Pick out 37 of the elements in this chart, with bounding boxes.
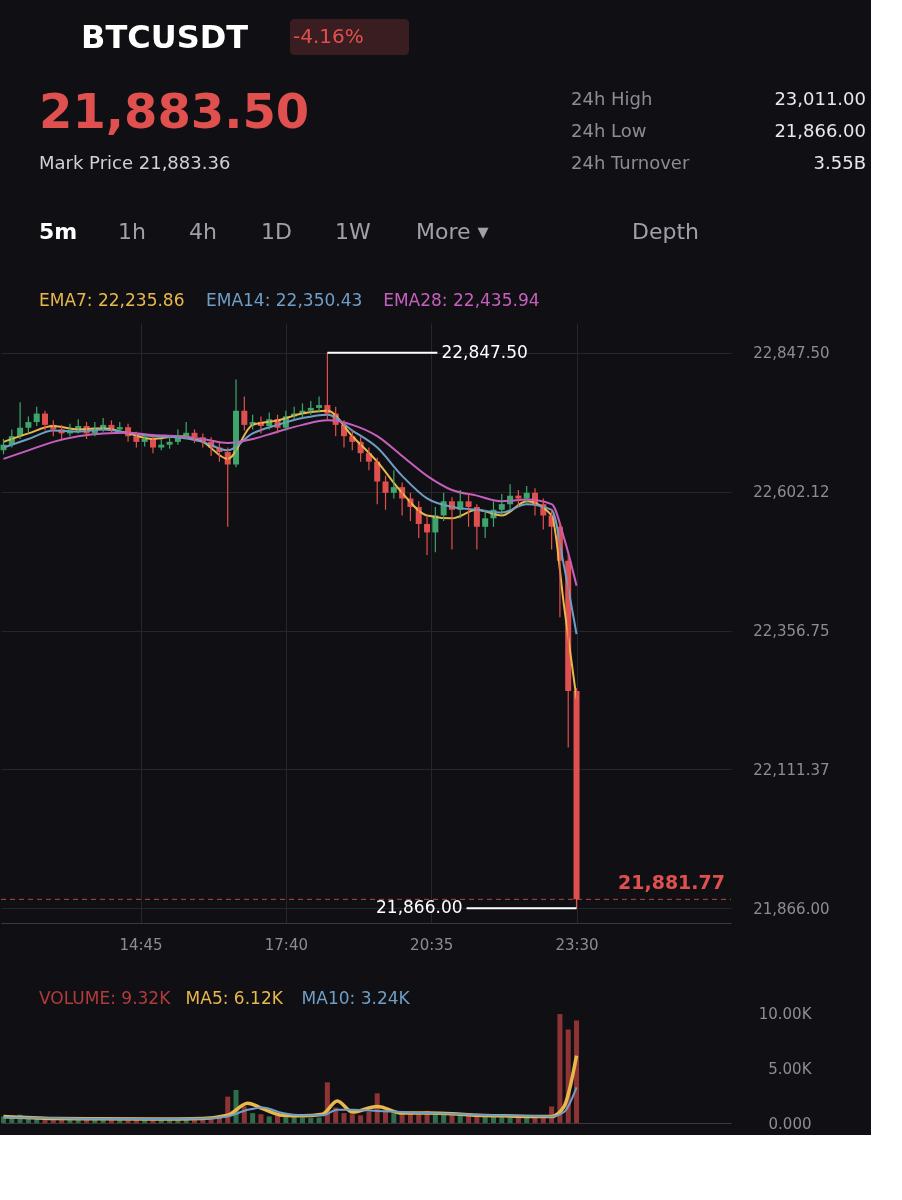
text: 21,883.50 (39, 83, 310, 139)
ref-line-label: 21,881.77 (618, 871, 725, 894)
x-tick-label: 23:30 (555, 935, 599, 954)
y-tick-label: 10.00K (758, 1004, 813, 1023)
y-tick-label: 5.00K (768, 1059, 813, 1078)
y-tick-label: 22,356.75 (753, 622, 830, 640)
x-tick-label: 20:35 (410, 935, 454, 954)
y-tick-label: 22,111.37 (753, 760, 830, 779)
y-tick-label: 21,866.00 (753, 899, 830, 918)
text: 4h (189, 219, 217, 244)
text: -4.16% (293, 24, 364, 48)
text: 3.55B (813, 152, 866, 173)
y-tick-label: 22,847.50 (753, 344, 830, 363)
text: Mark Price 21,883.36 (39, 152, 231, 173)
text: Depth (632, 219, 700, 244)
text: 23,011.00 (774, 88, 866, 109)
text: 1W (335, 219, 371, 244)
x-tick-label: 17:40 (264, 935, 308, 954)
annotation: 21,866.00 (376, 897, 463, 918)
text: EMA28: 22,435.94 (383, 290, 540, 310)
x-tick-label: 14:45 (119, 935, 163, 954)
text: More ▾ (416, 219, 489, 244)
text: MA10: 3.24K (301, 988, 411, 1008)
text: VOLUME: 9.32K (39, 988, 172, 1008)
annotation: 22,847.50 (441, 341, 528, 362)
text: MA5: 6.12K (185, 988, 284, 1008)
text: EMA14: 22,350.43 (206, 290, 363, 310)
y-tick-label: 0.000 (768, 1114, 812, 1133)
text: 24h Turnover (571, 152, 690, 173)
y-tick-label: 22,602.12 (753, 483, 830, 502)
text: 1D (261, 219, 292, 244)
chart-title: BTCUSDT (81, 18, 249, 56)
text: EMA7: 22,235.86 (39, 290, 185, 310)
text: 24h High (571, 88, 653, 109)
text: 5m (39, 219, 78, 244)
text: 24h Low (571, 120, 647, 141)
text: 1h (118, 219, 146, 244)
